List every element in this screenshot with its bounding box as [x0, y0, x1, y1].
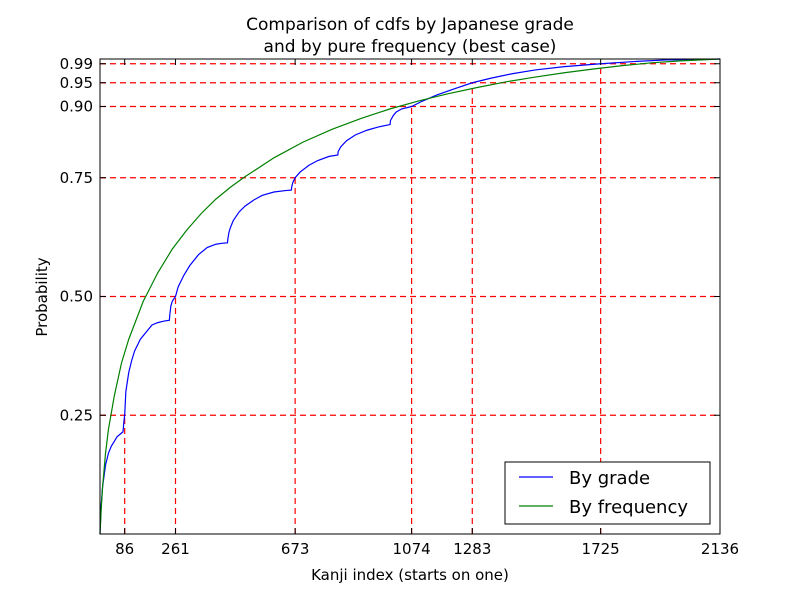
x-tick-label: 1074	[393, 540, 431, 558]
series-lines	[99, 58, 721, 535]
x-tick-label: 2136	[701, 540, 739, 558]
legend-box	[504, 461, 711, 525]
chart-title-line-1: Comparison of cdfs by Japanese grade	[246, 15, 574, 35]
x-axis-label: Kanji index (starts on one)	[311, 566, 509, 584]
y-axis-ticks: 0.25 0.50 0.75 0.90 0.950.99	[60, 55, 720, 424]
y-tick-label: 0.75	[60, 169, 93, 187]
x-tick-label: 261	[161, 540, 190, 558]
y-tick-label: 0.50	[60, 288, 93, 306]
y-tick-label: 0.90	[60, 98, 93, 116]
x-tick-label: 86	[115, 540, 134, 558]
y-axis-label: Probability	[33, 257, 51, 336]
legend: By grade By frequency	[504, 461, 711, 525]
x-tick-label: 1283	[453, 540, 491, 558]
legend-label-by-grade: By grade	[569, 468, 650, 489]
y-tick-label: 0.95	[60, 74, 93, 92]
y-tick-label: 0.99	[60, 55, 93, 73]
x-axis-ticks: 86 261 673 1074 1283 1725 2136	[115, 59, 739, 558]
x-tick-label: 673	[281, 540, 310, 558]
y-tick-label: 0.25	[60, 406, 93, 424]
chart-title-line-2: and by pure frequency (best case)	[264, 37, 557, 57]
series-line-by-grade	[99, 58, 721, 535]
series-line-by-frequency	[99, 58, 721, 535]
x-tick-label: 1725	[582, 540, 620, 558]
legend-label-by-frequency: By frequency	[569, 497, 688, 518]
